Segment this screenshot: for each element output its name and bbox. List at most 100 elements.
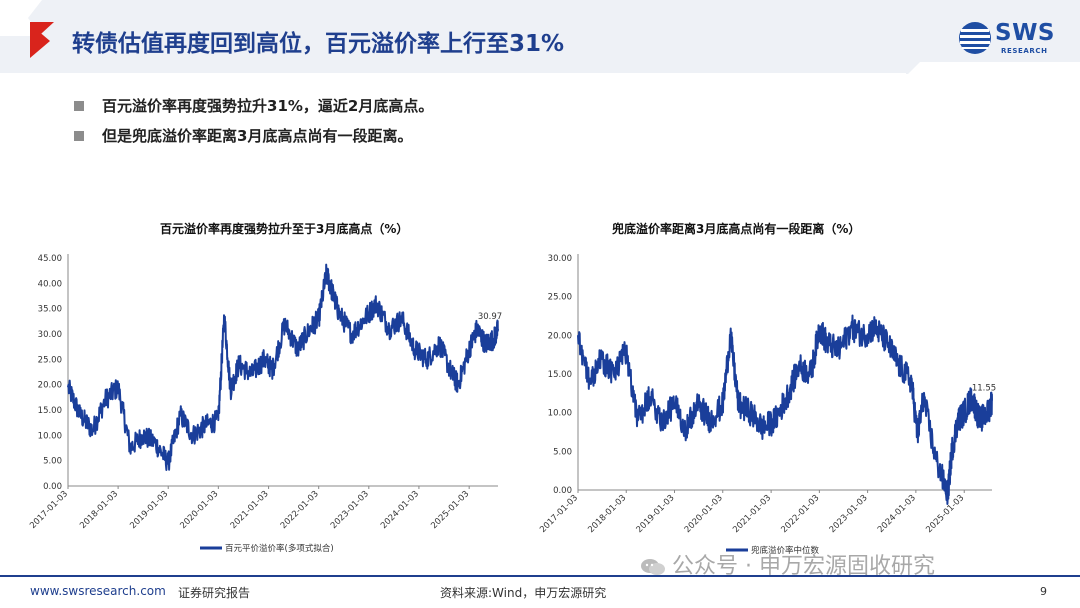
x-tick-label: 2019-01-03 (128, 489, 170, 531)
footer-url-link[interactable]: www.swsresearch.com (30, 584, 166, 598)
data-point (762, 427, 764, 429)
data-point (376, 303, 378, 305)
data-point (493, 338, 495, 340)
data-point (401, 318, 403, 320)
footer-divider (0, 575, 1080, 577)
y-tick-label: 5.00 (553, 447, 572, 457)
data-point (238, 363, 240, 365)
chart-1: 0.00 5.00 10.00 15.00 20.00 25.00 30.00 35.00 40… (28, 254, 502, 554)
x-tick-label: 2017-01-03 (28, 489, 70, 531)
footer-doc-type: 证券研究报告 (178, 586, 251, 600)
data-point (786, 396, 788, 398)
data-point (589, 381, 591, 383)
x-tick-label: 2021-01-03 (731, 493, 773, 535)
data-point (729, 334, 732, 336)
data-point (325, 272, 328, 274)
data-point (338, 313, 340, 315)
data-point (309, 328, 311, 330)
x-tick-label: 2022-01-03 (279, 489, 321, 531)
data-point (91, 429, 94, 431)
data-point (957, 419, 959, 421)
data-point (497, 328, 499, 330)
y-tick-label: 25.00 (38, 355, 62, 365)
data-point (413, 348, 415, 350)
last-value-label: 30.97 (478, 312, 502, 322)
data-point (577, 334, 579, 336)
x-tick-label: 2019-01-03 (635, 493, 677, 535)
data-point (963, 412, 965, 414)
data-point (484, 343, 486, 345)
chart-2: 0.00 5.00 10.00 15.00 20.00 25.00 30.00 2017-01… (538, 254, 996, 556)
data-point (284, 323, 286, 325)
data-point (179, 414, 181, 416)
data-point (685, 427, 687, 429)
data-point (104, 399, 106, 401)
sws-logo: SWS RESEARCH (957, 20, 1065, 62)
logo-subtext: RESEARCH (1001, 47, 1048, 55)
data-point (625, 350, 627, 352)
data-point (476, 328, 478, 330)
footer-source: 资料来源:Wind，申万宏源研究 (440, 586, 607, 600)
data-point (722, 404, 724, 406)
data-point (457, 384, 459, 386)
data-point (296, 348, 299, 350)
data-point (613, 373, 615, 375)
bullet-text: 但是兜底溢价率距离3月底高点尚有一段距离。 (102, 127, 413, 145)
y-tick-label: 25.00 (548, 293, 572, 303)
data-point (229, 389, 232, 391)
data-point (874, 327, 876, 329)
data-point (810, 373, 812, 375)
data-point (898, 365, 901, 367)
legend-label: 百元平价溢价率(多项式拟合) (225, 543, 334, 554)
y-tick-label: 45.00 (38, 254, 62, 264)
y-tick-label: 10.00 (38, 431, 62, 441)
header-banner (0, 0, 1080, 75)
data-point (697, 404, 699, 406)
page-number: 9 (1040, 585, 1047, 598)
data-point (916, 435, 919, 437)
logo-text: SWS (995, 20, 1055, 46)
data-point (318, 318, 320, 320)
data-point (910, 381, 913, 383)
sws-globe-icon (959, 22, 991, 54)
y-tick-label: 0.00 (43, 482, 62, 492)
series-line (577, 314, 993, 505)
watermark-text: 公众号 · 申万宏源固收研究 (672, 554, 935, 579)
series-line (67, 263, 499, 471)
data-point (192, 434, 194, 436)
data-point (129, 447, 131, 449)
y-tick-label: 20.00 (548, 331, 572, 341)
data-point (886, 342, 888, 344)
data-point (951, 450, 953, 452)
x-tick-label: 2017-01-03 (538, 493, 580, 535)
data-point (637, 419, 639, 421)
data-point (271, 368, 274, 371)
data-point (117, 386, 119, 388)
data-point (451, 373, 453, 376)
data-point (142, 434, 144, 436)
data-point (737, 404, 740, 406)
data-point (67, 386, 69, 388)
data-point (935, 458, 937, 460)
x-tick-label: 2025-01-03 (924, 493, 966, 535)
watermark: 公众号 · 申万宏源固收研究 (640, 548, 935, 580)
data-point (661, 419, 663, 421)
x-tick-label: 2020-01-03 (178, 489, 220, 531)
bullet-square-icon (74, 101, 84, 111)
data-point (351, 333, 353, 335)
data-point (388, 328, 390, 330)
data-point (223, 315, 225, 317)
data-point (649, 396, 651, 398)
y-tick-label: 0.00 (553, 486, 572, 496)
y-tick-label: 40.00 (38, 279, 62, 289)
data-point (922, 396, 925, 398)
data-point (818, 327, 820, 329)
x-tick-label: 2023-01-03 (329, 489, 371, 531)
data-point (263, 358, 265, 360)
x-tick-label: 2024-01-03 (379, 489, 421, 531)
y-tick-label: 30.00 (38, 330, 62, 340)
data-point (750, 412, 752, 414)
x-tick-label: 2023-01-03 (828, 493, 870, 535)
bullet-square-icon (74, 131, 84, 141)
